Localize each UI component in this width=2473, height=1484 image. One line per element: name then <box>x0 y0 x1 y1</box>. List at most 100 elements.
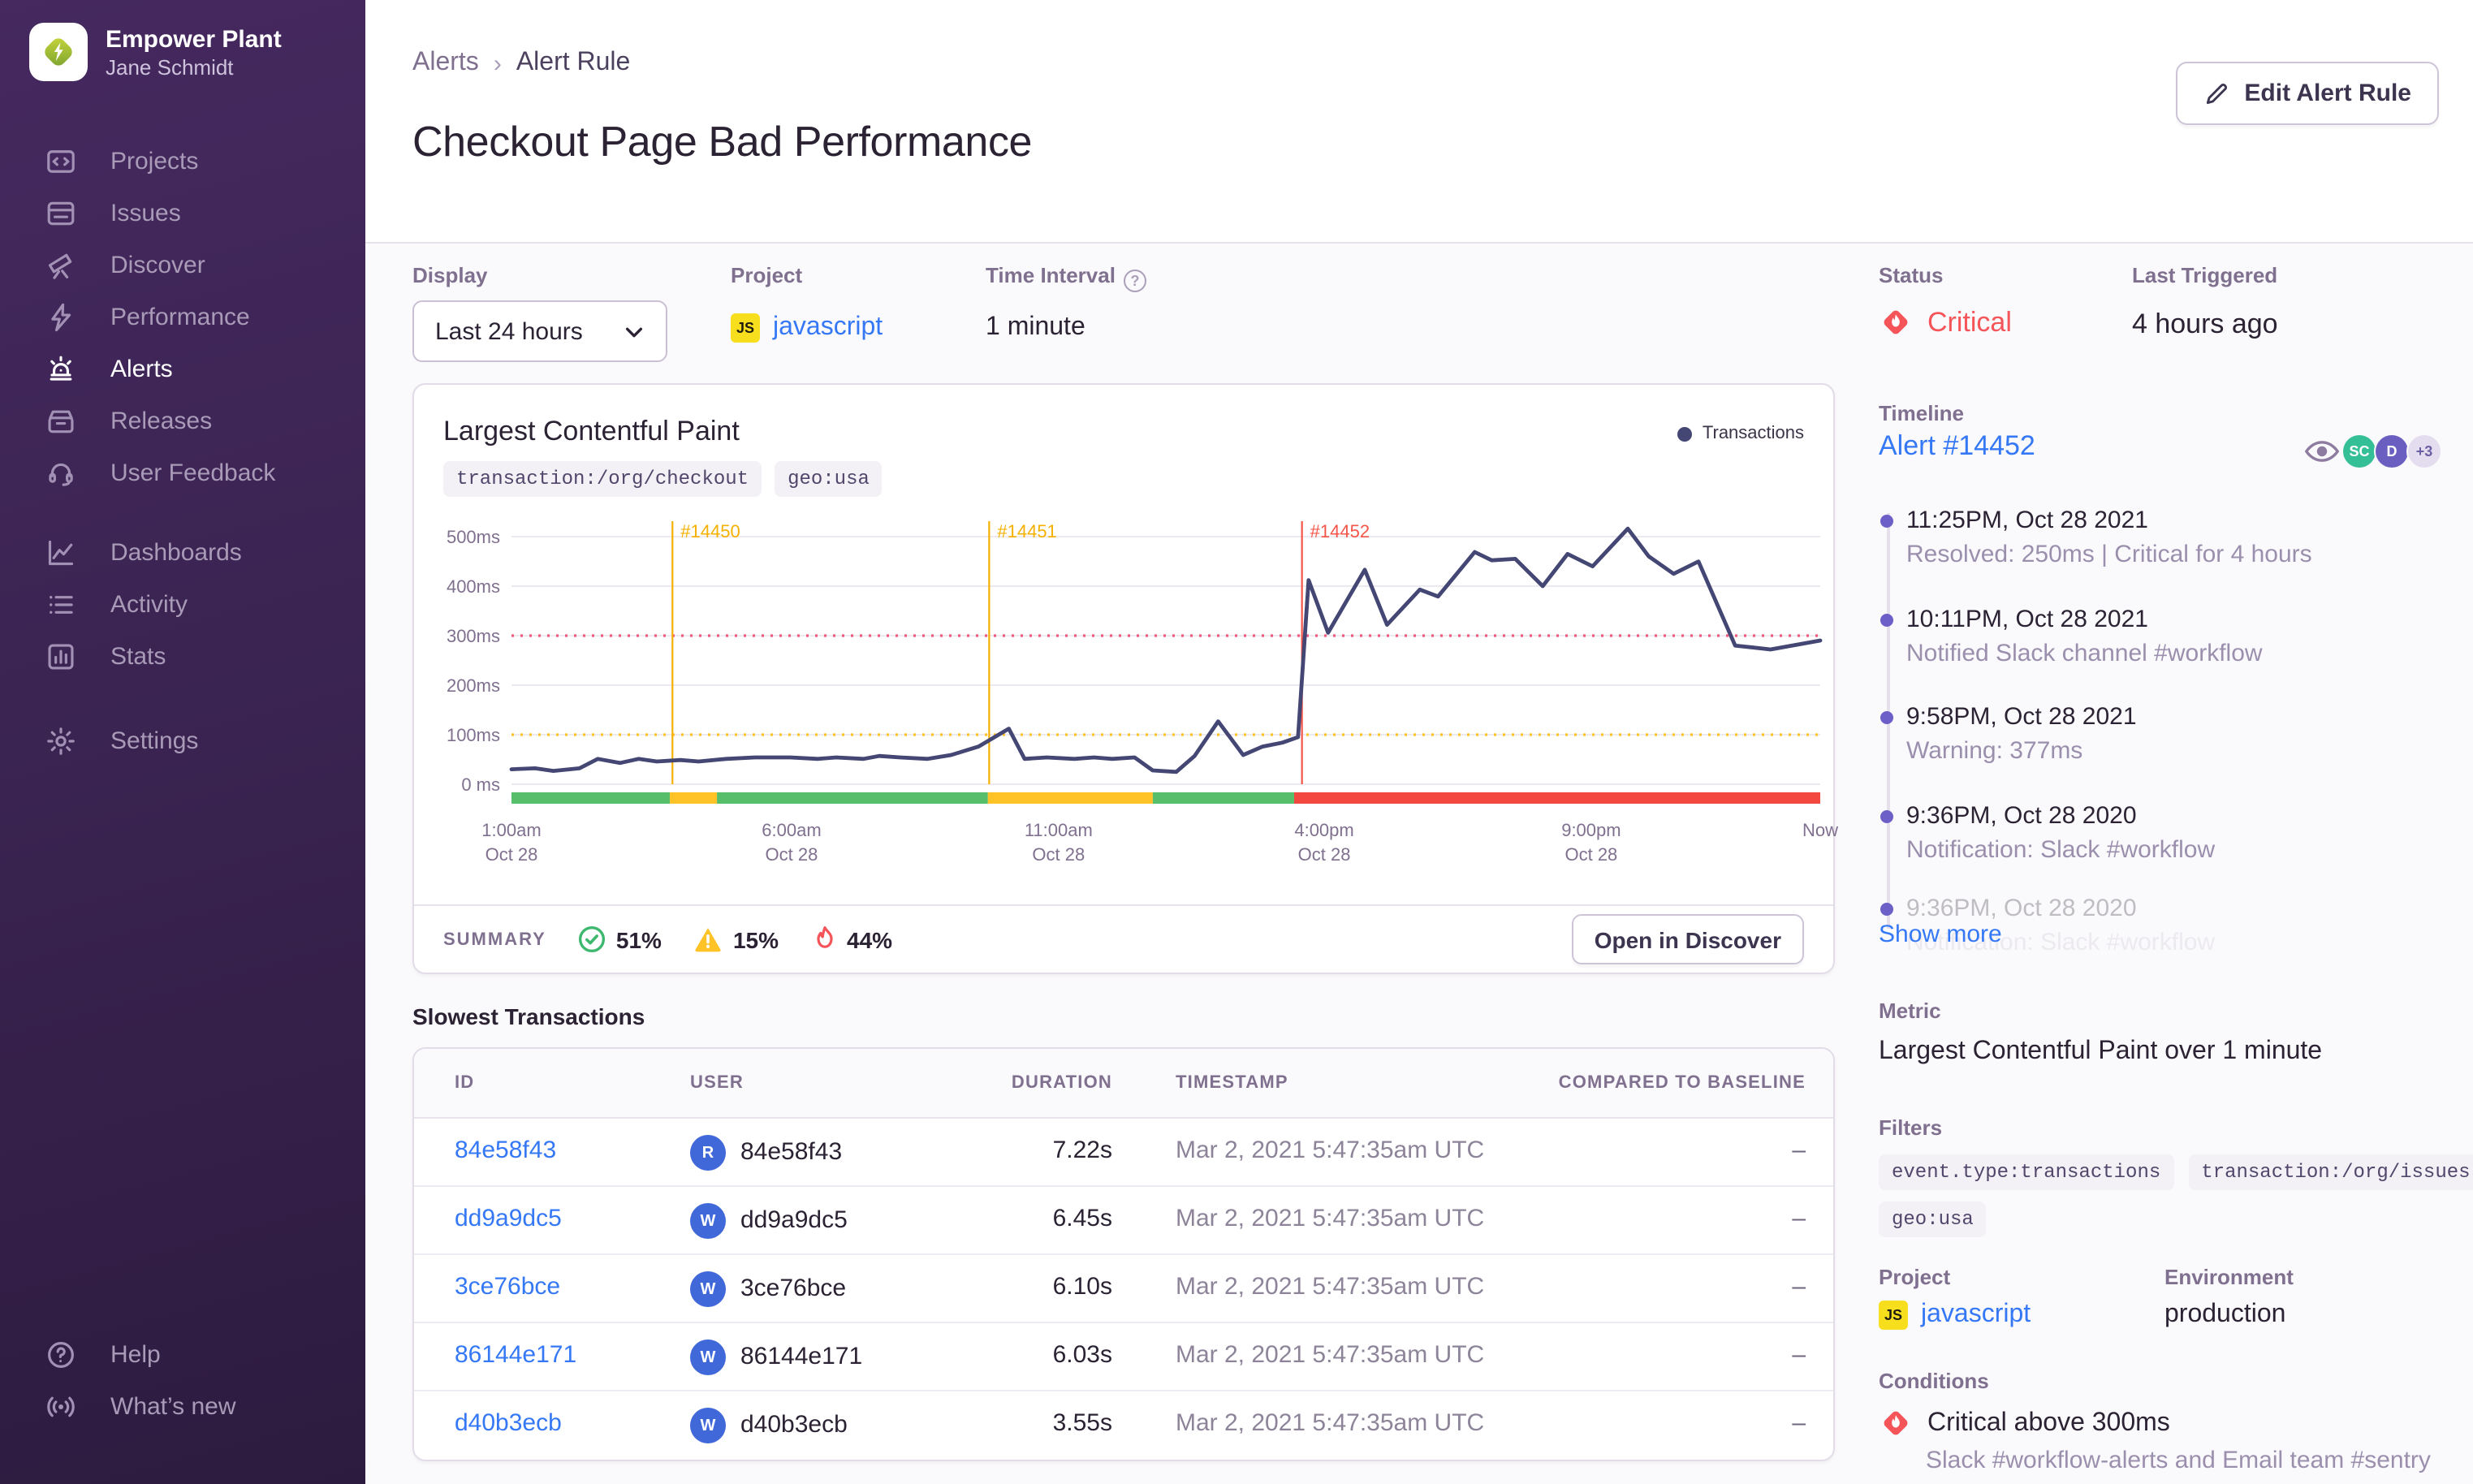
avatar: R <box>690 1135 726 1171</box>
critical-diamond-icon <box>1879 305 1913 339</box>
time-interval-label: Time Interval? <box>986 263 1146 292</box>
org-switcher[interactable]: Empower Plant Jane Schmidt <box>29 23 282 81</box>
javascript-platform-icon: JS <box>731 313 760 343</box>
sidebar-item-projects[interactable]: Projects <box>0 135 365 187</box>
transaction-id-link[interactable]: d40b3ecb <box>455 1409 562 1437</box>
timeline-entry-desc: Resolved: 250ms | Critical for 4 hours <box>1906 541 2312 568</box>
projects-icon <box>45 145 76 176</box>
user-cell: R 84e58f43 <box>690 1135 842 1171</box>
baseline-cell: – <box>1792 1205 1806 1232</box>
column-header-timestamp: TIMESTAMP <box>1176 1073 1288 1093</box>
sidebar-item-releases[interactable]: Releases <box>0 395 365 446</box>
transaction-id-link[interactable]: 84e58f43 <box>455 1137 557 1164</box>
incident-label: #14451 <box>997 521 1056 541</box>
sidebar-item-label: Performance <box>110 303 250 330</box>
sidebar-item-discover[interactable]: Discover <box>0 239 365 291</box>
sidebar-item-what-s-new[interactable]: What’s new <box>0 1380 365 1432</box>
status-bar-segment-warning <box>987 792 1153 804</box>
filter-tag: geo:usa <box>1879 1201 1987 1237</box>
help-circle-icon[interactable]: ? <box>1123 270 1146 292</box>
sidebar-item-label: Settings <box>110 727 199 754</box>
project-label-right: Project <box>1879 1265 1951 1289</box>
sidebar-item-dashboards[interactable]: Dashboards <box>0 526 365 578</box>
timeline-entry-time: 9:36PM, Oct 28 2020 <box>1906 802 2137 830</box>
timeline-entry-time: 11:25PM, Oct 28 2021 <box>1906 507 2148 534</box>
chart-legend[interactable]: Transactions <box>1677 424 1804 443</box>
timeline-entry: 11:25PM, Oct 28 2021 Resolved: 250ms | Cr… <box>1880 505 2442 572</box>
summary-warning: 15% <box>693 924 779 955</box>
y-tick-label: 100ms <box>447 725 500 745</box>
check-circle-icon <box>579 925 606 953</box>
y-tick-label: 200ms <box>447 675 500 696</box>
sidebar-item-label: Activity <box>110 590 188 618</box>
x-tick-time: 9:00pm <box>1561 820 1621 840</box>
breadcrumb: Alerts › Alert Rule <box>412 49 630 78</box>
summary-label: SUMMARY <box>443 930 546 949</box>
timeline-entry: 9:36PM, Oct 28 2020 Notification: Slack #… <box>1880 800 2442 867</box>
sidebar-item-activity[interactable]: Activity <box>0 578 365 630</box>
x-tick-time: Now <box>1802 820 1838 840</box>
sidebar-item-performance[interactable]: Performance <box>0 291 365 343</box>
edit-alert-rule-button[interactable]: Edit Alert Rule <box>2176 62 2439 125</box>
open-in-discover-button[interactable]: Open in Discover <box>1571 914 1804 964</box>
avatar-overflow-count[interactable]: +3 <box>2408 435 2441 468</box>
timestamp-cell: Mar 2, 2021 5:47:35am UTC <box>1176 1273 1485 1301</box>
sidebar-item-stats[interactable]: Stats <box>0 630 365 682</box>
x-tick-date: Oct 28 <box>1298 844 1351 865</box>
lcp-line-chart[interactable]: 0 ms 100ms 200ms 300ms 400ms 500ms #14450 #1445… <box>422 508 1843 877</box>
avatar[interactable]: D <box>2376 435 2408 468</box>
timestamp-cell: Mar 2, 2021 5:47:35am UTC <box>1176 1341 1485 1369</box>
sidebar-item-label: User Feedback <box>110 459 276 486</box>
discover-icon <box>45 249 76 280</box>
environment-label: Environment <box>2164 1265 2294 1289</box>
sidebar-item-user-feedback[interactable]: User Feedback <box>0 446 365 498</box>
breadcrumb-separator-icon: › <box>493 50 502 77</box>
x-tick-date: Oct 28 <box>1565 844 1617 865</box>
breadcrumb-alerts[interactable]: Alerts <box>412 49 479 76</box>
table-header-row: ID USER DURATION TIMESTAMP COMPARED TO BASEL… <box>414 1049 1833 1119</box>
duration-cell: 6.10s <box>1052 1273 1112 1301</box>
timeline-alert-link[interactable]: Alert #14452 <box>1879 430 2035 461</box>
timeline-entry-desc: Notification: Slack #workflow <box>1906 836 2216 864</box>
page-header: Alerts › Alert Rule Checkout Page Bad Pe… <box>365 0 2473 244</box>
timeline-dot-icon <box>1880 903 1893 916</box>
transaction-id-link[interactable]: 86144e171 <box>455 1341 577 1369</box>
project-link[interactable]: javascript <box>773 313 883 341</box>
sidebar-item-label: Releases <box>110 407 213 434</box>
filters-label: Filters <box>1879 1115 1943 1140</box>
chart-title: Largest Contentful Paint <box>443 416 740 446</box>
project-link-right[interactable]: javascript <box>1921 1301 2031 1328</box>
chart-card: Largest Contentful Paint Transactions tr… <box>412 383 1838 974</box>
transaction-id-link[interactable]: dd9a9dc5 <box>455 1205 562 1232</box>
baseline-cell: – <box>1792 1137 1806 1164</box>
transaction-id-link[interactable]: 3ce76bce <box>455 1273 561 1301</box>
display-dropdown[interactable]: Last 24 hours <box>412 300 667 362</box>
show-more-link[interactable]: Show more <box>1879 921 2002 948</box>
sidebar-item-label: Discover <box>110 251 205 278</box>
timeline-entry-desc: Warning: 377ms <box>1906 737 2083 765</box>
user-cell: W 86144e171 <box>690 1339 862 1375</box>
display-label: Display <box>412 263 488 287</box>
timeline-dot-icon <box>1880 515 1893 528</box>
sidebar-item-settings[interactable]: Settings <box>0 714 365 766</box>
x-tick-time: 6:00am <box>762 820 821 840</box>
nav-footer: Help What’s new <box>0 1328 365 1432</box>
whats-new-icon <box>45 1391 76 1421</box>
user-name: 86144e171 <box>740 1342 863 1370</box>
avatar: W <box>690 1408 726 1443</box>
x-tick-date: Oct 28 <box>486 844 538 865</box>
last-triggered-value: 4 hours ago <box>2132 308 2278 339</box>
sidebar-item-alerts[interactable]: Alerts <box>0 343 365 395</box>
javascript-platform-icon: JS <box>1879 1301 1908 1330</box>
sidebar-item-issues[interactable]: Issues <box>0 187 365 239</box>
column-header-id: ID <box>455 1073 475 1093</box>
metric-value: Largest Contentful Paint over 1 minute <box>1879 1038 2323 1065</box>
avatar: W <box>690 1339 726 1375</box>
x-tick-date: Oct 28 <box>766 844 818 865</box>
last-triggered-label: Last Triggered <box>2132 263 2278 287</box>
sidebar-item-help[interactable]: Help <box>0 1328 365 1380</box>
avatar[interactable]: SC <box>2343 435 2376 468</box>
sidebar-item-label: Stats <box>110 642 166 670</box>
